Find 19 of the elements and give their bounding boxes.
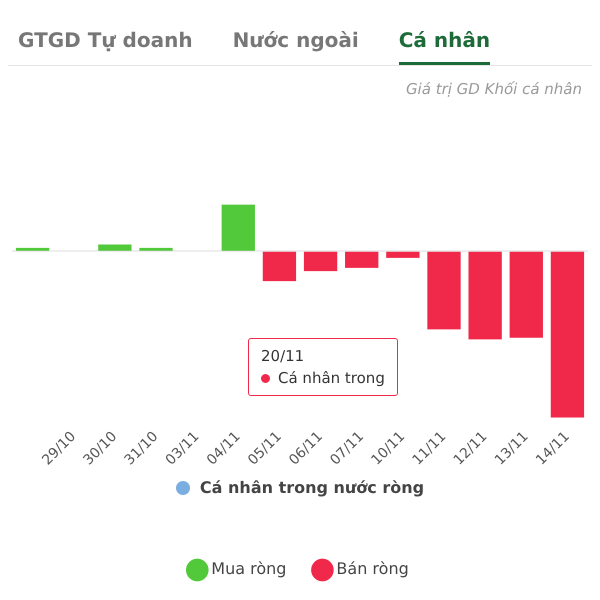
bar <box>222 204 255 251</box>
bar <box>304 252 338 272</box>
annotation: 20/11 <box>261 347 306 365</box>
bar <box>98 244 132 251</box>
legend-label: Bán ròng <box>336 559 409 578</box>
text: Nước ngoài <box>232 28 359 54</box>
bar <box>427 252 461 330</box>
annotation: Cá nhân trong <box>278 369 385 387</box>
bar <box>345 252 378 268</box>
legend-label: Mua ròng <box>211 559 286 578</box>
bar <box>262 252 296 282</box>
bar <box>510 252 543 338</box>
bar <box>550 252 584 418</box>
bar <box>386 252 420 258</box>
text: Cá nhân <box>398 28 490 65</box>
text: Cá nhân trong nước ròng <box>200 478 424 497</box>
bar <box>468 252 502 340</box>
chart-subtitle: Giá trị GD Khối cá nhân <box>404 79 583 98</box>
text: GTGD Tự doanh <box>18 28 193 54</box>
